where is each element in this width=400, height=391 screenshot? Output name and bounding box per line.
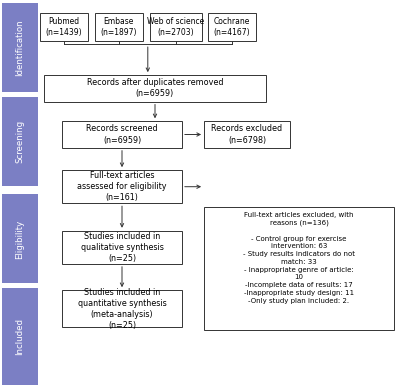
- Bar: [62, 231, 182, 264]
- Text: Eligibility: Eligibility: [16, 219, 24, 258]
- Text: Screening: Screening: [16, 120, 24, 163]
- Bar: [2, 194, 38, 283]
- Bar: [62, 121, 182, 148]
- Bar: [40, 13, 88, 41]
- Bar: [44, 75, 266, 102]
- Text: Studies included in
quantitative synthesis
(meta-analysis)
(n=25): Studies included in quantitative synthes…: [78, 287, 166, 330]
- Text: Records excluded
(n=6798): Records excluded (n=6798): [212, 124, 282, 145]
- Text: Full-text articles excluded, with
reasons (n=136)

- Control group for exercise
: Full-text articles excluded, with reason…: [243, 212, 355, 304]
- Bar: [204, 207, 394, 330]
- Text: Records screened
(n=6959): Records screened (n=6959): [86, 124, 158, 145]
- Text: Included: Included: [16, 318, 24, 355]
- Bar: [2, 97, 38, 186]
- Bar: [62, 290, 182, 327]
- Text: Studies included in
qualitative synthesis
(n=25): Studies included in qualitative synthesi…: [80, 232, 164, 263]
- Text: Web of science
(n=2703): Web of science (n=2703): [147, 17, 204, 37]
- Text: Records after duplicates removed
(n=6959): Records after duplicates removed (n=6959…: [87, 78, 223, 99]
- Bar: [2, 288, 38, 385]
- Bar: [150, 13, 202, 41]
- Bar: [204, 121, 290, 148]
- Bar: [62, 170, 182, 203]
- Text: Identification: Identification: [16, 19, 24, 75]
- Bar: [2, 3, 38, 92]
- Bar: [208, 13, 256, 41]
- Text: Pubmed
(n=1439): Pubmed (n=1439): [46, 17, 82, 37]
- Text: Cochrane
(n=4167): Cochrane (n=4167): [213, 17, 250, 37]
- Text: Embase
(n=1897): Embase (n=1897): [100, 17, 137, 37]
- Text: Full-text articles
assessed for eligibility
(n=161): Full-text articles assessed for eligibil…: [77, 171, 167, 202]
- Bar: [95, 13, 143, 41]
